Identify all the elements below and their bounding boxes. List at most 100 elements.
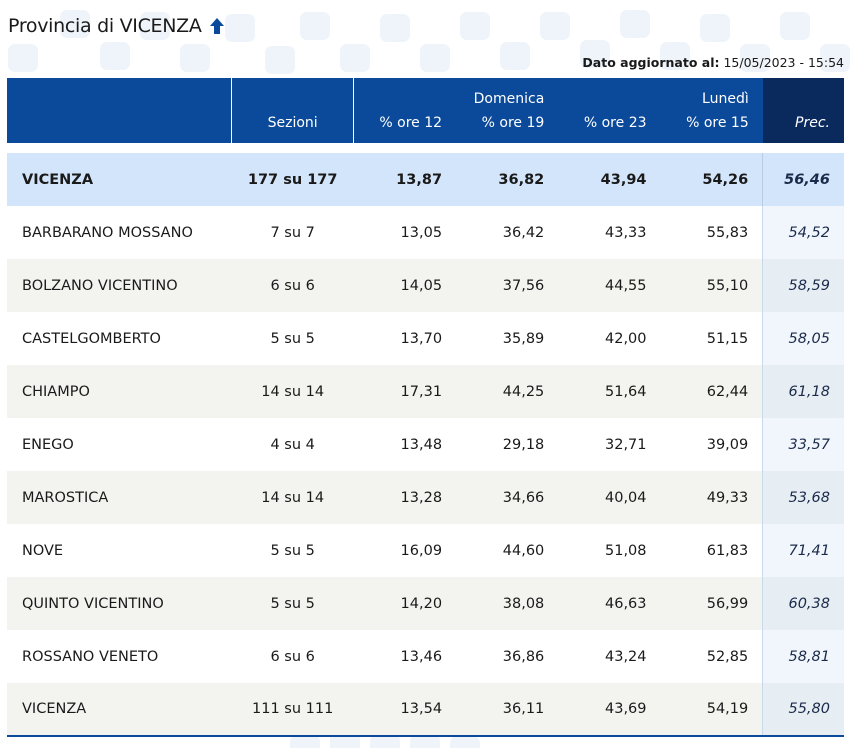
cell-ore23: 43,69: [558, 683, 661, 737]
cell-sezioni: 111 su 111: [231, 683, 354, 737]
cell-ore23: 32,71: [558, 418, 661, 471]
cell-name[interactable]: MAROSTICA: [7, 471, 232, 524]
header-lunedi: Lunedì: [702, 91, 749, 107]
last-updated-value: 15/05/2023 - 15:54: [723, 55, 844, 70]
table-row[interactable]: QUINTO VICENTINO 5 su 5 14,20 38,08 46,63 56,…: [7, 577, 844, 630]
cell-ore19: 36,42: [456, 206, 559, 259]
cell-ore19: 36,82: [456, 153, 559, 206]
header-domenica: Domenica: [473, 91, 545, 107]
header-spacer: [7, 143, 844, 153]
table-row[interactable]: VICENZA 111 su 111 13,54 36,11 43,69 54,19 55,…: [7, 683, 844, 737]
cell-ore23: 44,55: [558, 259, 661, 312]
cell-ore23: 43,33: [558, 206, 661, 259]
cell-name[interactable]: VICENZA: [7, 683, 232, 737]
cell-ore12: 13,46: [353, 630, 457, 683]
cell-ore15: 54,26: [660, 153, 763, 206]
cell-ore15: 62,44: [660, 365, 763, 418]
header-ore15: Lunedì % ore 15: [660, 78, 763, 143]
cell-ore15: 55,10: [660, 259, 763, 312]
cell-ore19: 44,60: [456, 524, 559, 577]
cell-ore15: 49,33: [660, 471, 763, 524]
cell-ore12: 13,54: [353, 683, 457, 737]
header-ore23-label: % ore 23: [583, 115, 647, 131]
cell-ore12: 14,20: [353, 577, 457, 630]
cell-prec: 58,81: [762, 630, 844, 683]
cell-name[interactable]: CHIAMPO: [7, 365, 232, 418]
table-row[interactable]: CHIAMPO 14 su 14 17,31 44,25 51,64 62,44 61,18: [7, 365, 844, 418]
cell-prec: 61,18: [762, 365, 844, 418]
last-updated-label: Dato aggiornato al:: [582, 55, 720, 70]
cell-prec: 54,52: [762, 206, 844, 259]
cell-prec: 56,46: [762, 153, 844, 206]
cell-sezioni: 7 su 7: [231, 206, 354, 259]
cell-prec: 33,57: [762, 418, 844, 471]
cell-ore12: 13,87: [353, 153, 457, 206]
cell-ore15: 56,99: [660, 577, 763, 630]
header-ore23: % ore 23: [558, 78, 661, 143]
cell-sezioni: 14 su 14: [231, 365, 354, 418]
cell-prec: 60,38: [762, 577, 844, 630]
cell-ore15: 61,83: [660, 524, 763, 577]
cell-prec: 55,80: [762, 683, 844, 737]
cell-name[interactable]: VICENZA: [7, 153, 232, 206]
cell-ore12: 14,05: [353, 259, 457, 312]
cell-ore12: 16,09: [353, 524, 457, 577]
cell-sezioni: 14 su 14: [231, 471, 354, 524]
page-title-row: Provincia di VICENZA: [8, 12, 226, 40]
cell-name[interactable]: NOVE: [7, 524, 232, 577]
cell-ore19: 35,89: [456, 312, 559, 365]
table-row[interactable]: MAROSTICA 14 su 14 13,28 34,66 40,04 49,33 53,…: [7, 471, 844, 524]
table-row[interactable]: ENEGO 4 su 4 13,48 29,18 32,71 39,09 33,57: [7, 418, 844, 471]
cell-ore23: 43,94: [558, 153, 661, 206]
turnout-table: Sezioni % ore 12 Domenica % ore 19 % ore…: [7, 78, 844, 737]
table-row[interactable]: CASTELGOMBERTO 5 su 5 13,70 35,89 42,00 51,15…: [7, 312, 844, 365]
header-ore15-label: % ore 15: [686, 115, 749, 131]
header-ore12: % ore 12: [353, 78, 457, 143]
table-row[interactable]: ROSSANO VENETO 6 su 6 13,46 36,86 43,24 52,85…: [7, 630, 844, 683]
cell-name[interactable]: ENEGO: [7, 418, 232, 471]
cell-name[interactable]: CASTELGOMBERTO: [7, 312, 232, 365]
cell-ore12: 13,48: [353, 418, 457, 471]
table-row[interactable]: BARBARANO MOSSANO 7 su 7 13,05 36,42 43,33 55…: [7, 206, 844, 259]
cell-sezioni: 5 su 5: [231, 577, 354, 630]
cell-sezioni: 5 su 5: [231, 524, 354, 577]
table-header-row: Sezioni % ore 12 Domenica % ore 19 % ore…: [7, 78, 844, 143]
cell-name[interactable]: BARBARANO MOSSANO: [7, 206, 232, 259]
header-ore19-label: % ore 19: [481, 115, 545, 131]
cell-prec: 58,05: [762, 312, 844, 365]
cell-sezioni: 4 su 4: [231, 418, 354, 471]
header-sezioni: Sezioni: [231, 78, 355, 143]
header-ore12-label: % ore 12: [379, 115, 443, 131]
cell-ore12: 13,05: [353, 206, 457, 259]
cell-prec: 71,41: [762, 524, 844, 577]
cell-sezioni: 5 su 5: [231, 312, 354, 365]
cell-prec: 53,68: [762, 471, 844, 524]
cell-ore19: 36,11: [456, 683, 559, 737]
cell-ore15: 55,83: [660, 206, 763, 259]
cell-ore23: 42,00: [558, 312, 661, 365]
cell-ore19: 34,66: [456, 471, 559, 524]
cell-ore23: 51,64: [558, 365, 661, 418]
cell-ore12: 13,28: [353, 471, 457, 524]
cell-ore12: 13,70: [353, 312, 457, 365]
cell-ore15: 54,19: [660, 683, 763, 737]
cell-sezioni: 6 su 6: [231, 259, 354, 312]
cell-ore23: 40,04: [558, 471, 661, 524]
cell-ore19: 37,56: [456, 259, 559, 312]
cell-ore15: 52,85: [660, 630, 763, 683]
cell-name[interactable]: QUINTO VICENTINO: [7, 577, 232, 630]
cell-ore15: 51,15: [660, 312, 763, 365]
cell-ore19: 36,86: [456, 630, 559, 683]
cell-name[interactable]: BOLZANO VICENTINO: [7, 259, 232, 312]
last-updated: Dato aggiornato al: 15/05/2023 - 15:54: [582, 55, 844, 70]
table-row[interactable]: NOVE 5 su 5 16,09 44,60 51,08 61,83 71,41: [7, 524, 844, 577]
header-name: [7, 78, 233, 143]
arrow-up-icon[interactable]: [208, 17, 226, 35]
cell-ore23: 51,08: [558, 524, 661, 577]
cell-sezioni: 177 su 177: [231, 153, 354, 206]
table-total-row[interactable]: VICENZA 177 su 177 13,87 36,82 43,94 54,26 56,…: [7, 153, 844, 206]
cell-sezioni: 6 su 6: [231, 630, 354, 683]
cell-ore19: 44,25: [456, 365, 559, 418]
table-row[interactable]: BOLZANO VICENTINO 6 su 6 14,05 37,56 44,55 55…: [7, 259, 844, 312]
cell-name[interactable]: ROSSANO VENETO: [7, 630, 232, 683]
